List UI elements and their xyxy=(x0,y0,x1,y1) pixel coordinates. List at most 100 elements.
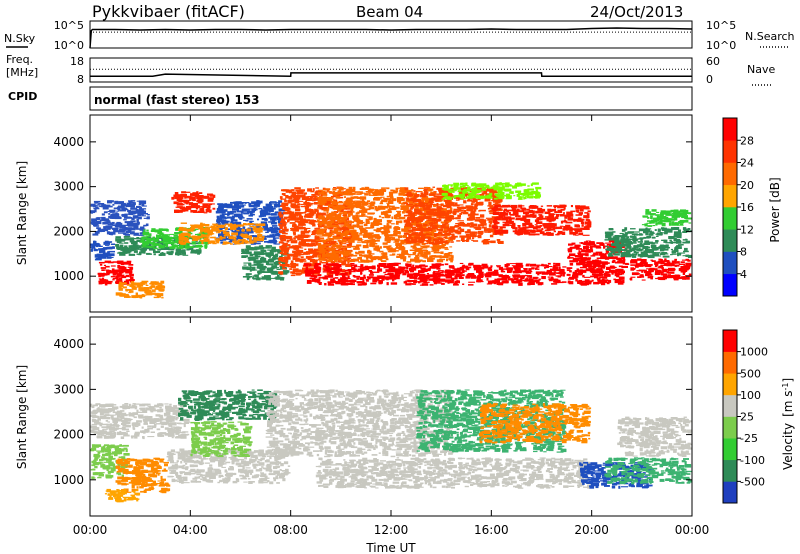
echo-cell xyxy=(331,195,337,198)
echo-cell xyxy=(137,237,142,240)
echo-cell xyxy=(388,245,392,247)
echo-cell xyxy=(352,217,357,220)
echo-cell xyxy=(276,232,280,235)
echo-cell xyxy=(442,225,450,228)
echo-cell xyxy=(464,193,468,197)
echo-cell xyxy=(386,247,393,250)
echo-cell xyxy=(268,208,274,213)
echo-cell xyxy=(330,240,337,244)
echo-cell xyxy=(274,203,280,206)
echo-cell xyxy=(274,271,280,273)
echo-cell xyxy=(122,261,129,265)
echo-cell xyxy=(262,206,270,209)
echo-cell xyxy=(265,231,269,233)
echo-cell xyxy=(488,187,492,189)
echo-cell xyxy=(301,270,308,274)
echo-cell xyxy=(386,195,393,197)
echo-cell xyxy=(203,212,208,214)
echo-cell xyxy=(429,201,433,204)
echo-cell xyxy=(506,267,513,271)
echo-cell xyxy=(220,230,227,232)
echo-cell xyxy=(344,271,352,275)
echo-cell xyxy=(109,209,116,213)
echo-cell xyxy=(493,225,497,228)
echo-cell xyxy=(452,212,457,215)
echo-cell xyxy=(115,277,119,280)
echo-cell xyxy=(130,245,137,249)
echo-cell xyxy=(217,206,221,209)
echo-cell xyxy=(131,286,137,290)
echo-cell xyxy=(545,271,550,275)
echo-cell xyxy=(519,230,525,233)
echo-cell xyxy=(103,211,108,214)
echo-cell xyxy=(464,240,467,242)
echo-cell xyxy=(155,229,162,233)
echo-cell xyxy=(356,223,360,226)
echo-cell xyxy=(254,274,259,278)
echo-cell xyxy=(433,214,438,217)
echo-cell xyxy=(290,262,297,266)
echo-cell xyxy=(368,253,375,255)
echo-cell xyxy=(200,231,205,235)
echo-cell xyxy=(432,250,436,252)
echo-cell xyxy=(98,278,102,280)
echo-cell xyxy=(377,193,384,196)
echo-cell xyxy=(368,194,374,196)
echo-cell xyxy=(522,223,527,227)
echo-cell xyxy=(279,245,283,249)
echo-cell xyxy=(355,204,358,207)
echo-cell xyxy=(146,229,149,232)
echo-cell xyxy=(94,219,97,222)
echo-cell xyxy=(231,222,237,226)
echo-cell xyxy=(117,260,124,263)
echo-cell xyxy=(341,217,347,220)
echo-cell xyxy=(533,267,538,269)
echo-cell xyxy=(422,228,429,232)
echo-cell xyxy=(407,253,412,256)
echo-cell xyxy=(192,230,196,232)
n-search-label: N.Search xyxy=(745,30,795,43)
echo-cell xyxy=(434,249,440,252)
echo-cell xyxy=(556,213,560,217)
echo-cell xyxy=(448,191,452,195)
echo-cell xyxy=(304,202,311,206)
echo-cell xyxy=(350,202,355,205)
echo-cell xyxy=(114,214,120,216)
echo-cell xyxy=(340,277,346,281)
echo-cell xyxy=(330,271,335,274)
echo-cell xyxy=(494,269,499,272)
echo-cell xyxy=(188,246,195,248)
echo-cell xyxy=(161,228,168,231)
echo-cell xyxy=(220,209,226,214)
echo-cell xyxy=(481,192,484,195)
echo-cell xyxy=(305,207,309,209)
echo-cell xyxy=(316,250,322,253)
echo-cell xyxy=(454,225,458,228)
echo-cell xyxy=(417,253,420,257)
echo-cell xyxy=(310,263,316,267)
echo-cell xyxy=(309,280,316,282)
echo-cell xyxy=(322,193,328,196)
echo-cell xyxy=(389,205,395,207)
echo-cell xyxy=(121,252,129,254)
echo-cell xyxy=(128,253,136,256)
echo-cell xyxy=(279,226,283,230)
echo-cell xyxy=(101,269,105,271)
echo-cell xyxy=(294,194,302,198)
echo-cell xyxy=(495,225,499,230)
echo-cell xyxy=(341,227,347,230)
echo-cell xyxy=(311,256,314,258)
echo-cell xyxy=(426,212,432,215)
echo-cell xyxy=(123,235,130,238)
echo-cell xyxy=(428,242,435,245)
echo-cell xyxy=(207,240,212,242)
echo-cell xyxy=(556,281,561,283)
echo-cell xyxy=(395,187,403,189)
echo-cell xyxy=(519,278,523,282)
echo-cell xyxy=(130,237,135,241)
echo-cell xyxy=(289,268,293,270)
echo-cell xyxy=(173,194,179,198)
echo-cell xyxy=(106,231,110,235)
echo-cell xyxy=(400,266,406,270)
echo-cell xyxy=(118,270,123,274)
